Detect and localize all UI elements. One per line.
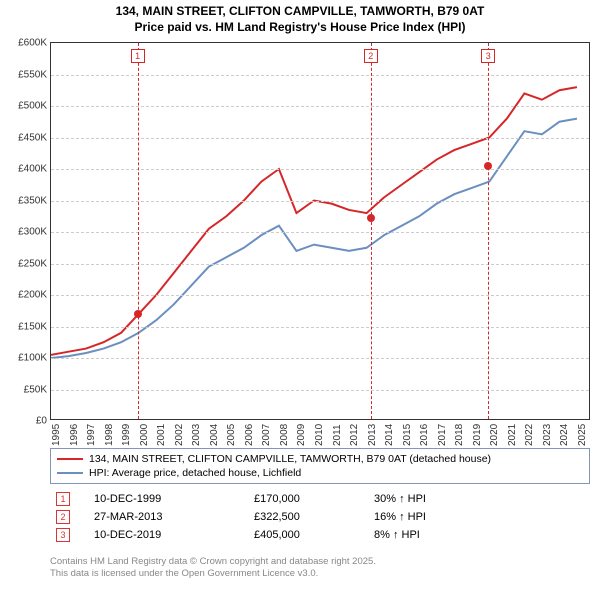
gridline-h [51,327,589,328]
sales-date: 27-MAR-2013 [70,511,254,523]
ytick-label: £250K [3,258,47,269]
ytick-label: £200K [3,290,47,301]
gridline-h [51,232,589,233]
sales-price: £170,000 [254,493,374,505]
gridline-h [51,138,589,139]
gridline-h [51,390,589,391]
legend-label-hpi: HPI: Average price, detached house, Lich… [89,466,301,480]
xtick-label: 1995 [51,424,62,446]
ytick-label: £500K [3,101,47,112]
sales-badge: 2 [56,510,70,524]
xtick-label: 2011 [332,424,343,446]
legend-swatch-hpi [57,472,83,474]
legend: 134, MAIN STREET, CLIFTON CAMPVILLE, TAM… [50,448,590,484]
chart-title: 134, MAIN STREET, CLIFTON CAMPVILLE, TAM… [0,0,600,35]
xtick-label: 2015 [402,424,413,446]
sale-vline [138,43,139,419]
xtick-label: 2013 [367,424,378,446]
sale-marker-badge: 3 [481,49,495,63]
sale-point [134,310,142,318]
xtick-label: 2009 [296,424,307,446]
footnote-line1: Contains HM Land Registry data © Crown c… [50,556,590,568]
xtick-label: 2001 [156,424,167,446]
ytick-label: £150K [3,321,47,332]
sales-price: £322,500 [254,511,374,523]
sale-point [367,214,375,222]
xtick-label: 2017 [437,424,448,446]
ytick-label: £300K [3,227,47,238]
xtick-label: 2025 [577,424,588,446]
ytick-label: £550K [3,69,47,80]
xtick-label: 2008 [279,424,290,446]
ytick-label: £100K [3,353,47,364]
sales-row: 110-DEC-1999£170,00030% ↑ HPI [50,490,590,508]
footnote: Contains HM Land Registry data © Crown c… [50,556,590,580]
xtick-label: 2000 [139,424,150,446]
sale-marker-badge: 2 [364,49,378,63]
xtick-label: 2022 [524,424,535,446]
gridline-h [51,75,589,76]
sales-hpi-diff: 30% ↑ HPI [374,493,514,505]
legend-row-hpi: HPI: Average price, detached house, Lich… [57,466,583,480]
ytick-label: £450K [3,132,47,143]
sales-badge: 3 [56,528,70,542]
title-subtitle: Price paid vs. HM Land Registry's House … [0,20,600,36]
xtick-label: 2014 [384,424,395,446]
chart-area: £0£50K£100K£150K£200K£250K£300K£350K£400… [50,42,590,442]
sales-hpi-diff: 8% ↑ HPI [374,529,514,541]
legend-row-price: 134, MAIN STREET, CLIFTON CAMPVILLE, TAM… [57,452,583,466]
sale-marker-badge: 1 [131,49,145,63]
footnote-line2: This data is licensed under the Open Gov… [50,568,590,580]
sale-point [484,162,492,170]
sales-badge: 1 [56,492,70,506]
sales-date: 10-DEC-2019 [70,529,254,541]
ytick-label: £350K [3,195,47,206]
ytick-label: £600K [3,38,47,49]
sales-table: 110-DEC-1999£170,00030% ↑ HPI227-MAR-201… [50,490,590,544]
xtick-label: 1998 [104,424,115,446]
gridline-h [51,295,589,296]
xtick-label: 1997 [86,424,97,446]
sale-vline [488,43,489,419]
sales-row: 227-MAR-2013£322,50016% ↑ HPI [50,508,590,526]
xtick-label: 2006 [244,424,255,446]
xtick-label: 2005 [226,424,237,446]
xtick-label: 2018 [454,424,465,446]
gridline-h [51,201,589,202]
gridline-h [51,358,589,359]
xtick-label: 2007 [261,424,272,446]
chart-container: 134, MAIN STREET, CLIFTON CAMPVILLE, TAM… [0,0,600,590]
title-address: 134, MAIN STREET, CLIFTON CAMPVILLE, TAM… [0,4,600,20]
xtick-label: 2016 [419,424,430,446]
legend-label-price: 134, MAIN STREET, CLIFTON CAMPVILLE, TAM… [89,452,491,466]
ytick-label: £50K [3,384,47,395]
sales-date: 10-DEC-1999 [70,493,254,505]
plot: £0£50K£100K£150K£200K£250K£300K£350K£400… [50,42,590,420]
legend-swatch-price [57,458,83,460]
xtick-label: 2023 [542,424,553,446]
sales-hpi-diff: 16% ↑ HPI [374,511,514,523]
ytick-label: £400K [3,164,47,175]
gridline-h [51,169,589,170]
xtick-label: 2019 [472,424,483,446]
xtick-label: 2003 [191,424,202,446]
xtick-label: 1996 [69,424,80,446]
xtick-label: 2021 [507,424,518,446]
xtick-label: 2002 [174,424,185,446]
xtick-label: 1999 [121,424,132,446]
ytick-label: £0 [3,416,47,427]
gridline-h [51,264,589,265]
xtick-label: 2004 [209,424,220,446]
sale-vline [371,43,372,419]
xtick-label: 2012 [349,424,360,446]
gridline-h [51,106,589,107]
xtick-label: 2024 [559,424,570,446]
sales-price: £405,000 [254,529,374,541]
series-line-price_paid [51,87,577,355]
xtick-label: 2020 [489,424,500,446]
xtick-label: 2010 [314,424,325,446]
sales-row: 310-DEC-2019£405,0008% ↑ HPI [50,526,590,544]
